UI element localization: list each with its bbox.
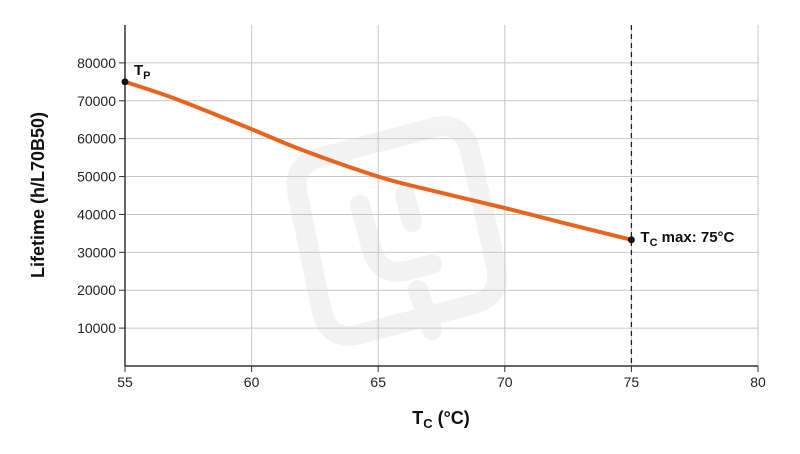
grid-lines [125, 25, 759, 366]
series-layer [123, 79, 634, 242]
y-axis-ticks: 10000 20000 30000 40000 50000 60000 70000 80000 [77, 55, 125, 336]
y-tick-label: 40000 [77, 206, 116, 222]
x-tick-label: 75 [624, 374, 640, 390]
lifetime-series-line [123, 79, 634, 242]
annotation-point-tp [121, 78, 129, 86]
y-tick-label: 70000 [77, 93, 116, 109]
x-axis-title: TC (°C) [412, 408, 470, 431]
y-tick-label: 20000 [77, 282, 116, 298]
annotation-label-tcmax: TC max: 75°C [640, 229, 734, 249]
watermark-logo [286, 116, 508, 346]
x-tick-label: 70 [497, 374, 513, 390]
x-axis-ticks: 55 60 65 70 75 80 [117, 366, 766, 390]
x-tick-label: 65 [370, 374, 386, 390]
annotation-label-tp: TP [134, 62, 151, 82]
y-tick-label: 80000 [77, 55, 116, 71]
y-tick-label: 30000 [77, 244, 116, 260]
annotation-point-tcmax [627, 236, 635, 244]
y-tick-label: 60000 [77, 131, 116, 147]
x-tick-label: 80 [750, 374, 766, 390]
y-tick-label: 50000 [77, 169, 116, 185]
annotations: TP TC max: 75°C [121, 62, 735, 249]
x-tick-label: 60 [244, 374, 260, 390]
y-tick-label: 10000 [77, 320, 116, 336]
y-axis-title: Lifetime (h/L70B50) [28, 112, 48, 278]
x-tick-label: 55 [117, 374, 133, 390]
